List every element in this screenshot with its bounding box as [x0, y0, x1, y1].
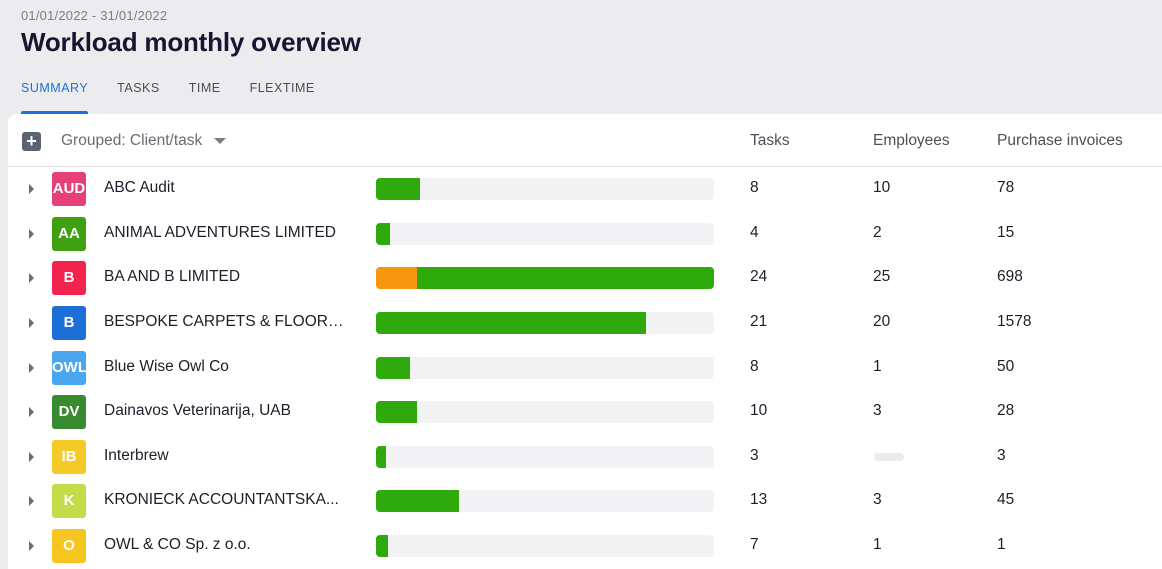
tab-bar: SUMMARY TASKS TIME FLEXTIME [21, 78, 344, 114]
employees-count: 2 [873, 223, 882, 241]
table-row[interactable]: K KRONIECK ACCOUNTANTSKA... 13 3 45 [8, 479, 1162, 524]
tab-summary[interactable]: SUMMARY [21, 78, 89, 114]
workload-progress-bar [376, 312, 714, 335]
purchase-invoices-count: 1 [997, 536, 1006, 554]
tasks-count: 10 [750, 402, 768, 420]
workload-progress-bar [376, 445, 714, 468]
grouping-dropdown[interactable]: Grouped: Client/task [61, 132, 227, 150]
tasks-count: 21 [750, 313, 768, 331]
tab-flextime[interactable]: FLEXTIME [249, 81, 315, 95]
client-avatar: B [52, 261, 86, 296]
client-avatar: OWL [52, 350, 86, 385]
employees-count: 10 [873, 179, 891, 197]
client-name[interactable]: BA AND B LIMITED [104, 268, 241, 286]
progress-segment [376, 535, 388, 558]
purchase-invoices-count: 45 [997, 491, 1015, 509]
tasks-count: 4 [750, 223, 759, 241]
client-name[interactable]: OWL & CO Sp. z o.o. [104, 536, 251, 554]
tasks-count: 13 [750, 491, 768, 509]
tasks-count: 3 [750, 446, 759, 464]
progress-segment [376, 312, 647, 335]
workload-progress-bar [376, 490, 714, 513]
purchase-invoices-count: 698 [997, 268, 1023, 286]
table-row[interactable]: IB Interbrew 3 3 [8, 435, 1162, 480]
workload-progress-bar [376, 535, 714, 558]
workload-progress-bar [376, 178, 714, 201]
progress-segment [416, 267, 714, 290]
purchase-invoices-count: 3 [997, 446, 1006, 464]
client-name[interactable]: KRONIECK ACCOUNTANTSKA... [104, 491, 339, 509]
table-row[interactable]: B BESPOKE CARPETS & FLOORI... 21 20 1578 [8, 301, 1162, 346]
workload-table: + Grouped: Client/task Tasks Employees P… [8, 114, 1162, 569]
employees-empty-placeholder [874, 452, 904, 461]
employees-count: 1 [873, 357, 882, 375]
tab-time[interactable]: TIME [188, 81, 221, 95]
progress-segment [376, 222, 390, 245]
table-row[interactable]: OWL Blue Wise Owl Co 8 1 50 [8, 345, 1162, 390]
client-avatar: O [52, 529, 86, 564]
plus-icon[interactable]: + [22, 132, 41, 151]
table-header: + Grouped: Client/task Tasks Employees P… [8, 114, 1162, 167]
progress-segment [376, 356, 410, 379]
expand-caret-icon[interactable] [29, 228, 34, 239]
column-header-tasks[interactable]: Tasks [750, 132, 790, 149]
tasks-count: 8 [750, 357, 759, 375]
workload-progress-bar [376, 356, 714, 379]
expand-caret-icon[interactable] [29, 496, 34, 507]
page-header: 01/01/2022 - 31/01/2022 Workload monthly… [0, 0, 1162, 114]
purchase-invoices-count: 78 [997, 179, 1015, 197]
employees-count: 3 [873, 402, 882, 420]
table-row[interactable]: B BA AND B LIMITED 24 25 698 [8, 256, 1162, 301]
expand-caret-icon[interactable] [29, 318, 34, 329]
purchase-invoices-count: 1578 [997, 313, 1032, 331]
purchase-invoices-count: 28 [997, 402, 1015, 420]
expand-caret-icon[interactable] [29, 273, 34, 284]
table-row[interactable]: O OWL & CO Sp. z o.o. 7 1 1 [8, 524, 1162, 569]
employees-count: 1 [873, 536, 882, 554]
tasks-count: 7 [750, 536, 759, 554]
expand-caret-icon[interactable] [29, 407, 34, 418]
client-name[interactable]: Dainavos Veterinarija, UAB [104, 402, 291, 420]
client-name[interactable]: Blue Wise Owl Co [104, 357, 229, 375]
expand-caret-icon[interactable] [29, 184, 34, 195]
progress-segment [376, 178, 420, 201]
chevron-down-icon [214, 138, 227, 144]
expand-caret-icon[interactable] [29, 362, 34, 373]
workload-progress-bar [376, 401, 714, 424]
client-avatar: B [52, 306, 86, 341]
table-row[interactable]: DV Dainavos Veterinarija, UAB 10 3 28 [8, 390, 1162, 435]
column-header-purchase-invoices[interactable]: Purchase invoices [997, 132, 1123, 149]
progress-segment [376, 445, 387, 468]
column-header-employees[interactable]: Employees [873, 132, 950, 149]
workload-progress-bar [376, 267, 714, 290]
employees-count: 3 [873, 491, 882, 509]
client-avatar: AUD [52, 172, 86, 207]
workload-progress-bar [376, 222, 714, 245]
expand-caret-icon[interactable] [29, 541, 34, 552]
progress-segment [376, 490, 459, 513]
client-name[interactable]: ANIMAL ADVENTURES LIMITED [104, 223, 336, 241]
client-name[interactable]: BESPOKE CARPETS & FLOORI... [104, 313, 344, 331]
expand-caret-icon[interactable] [29, 451, 34, 462]
tab-tasks[interactable]: TASKS [117, 81, 160, 95]
employees-count: 20 [873, 313, 891, 331]
client-name[interactable]: ABC Audit [104, 179, 175, 197]
progress-segment [376, 267, 417, 290]
progress-segment [376, 401, 417, 424]
page-title: Workload monthly overview [21, 27, 361, 57]
client-avatar: K [52, 484, 86, 519]
client-avatar: AA [52, 216, 86, 251]
purchase-invoices-count: 50 [997, 357, 1015, 375]
date-range: 01/01/2022 - 31/01/2022 [21, 8, 168, 23]
grouping-label: Grouped: Client/task [61, 132, 203, 149]
client-name[interactable]: Interbrew [104, 446, 169, 464]
purchase-invoices-count: 15 [997, 223, 1015, 241]
tasks-count: 24 [750, 268, 768, 286]
employees-count: 25 [873, 268, 891, 286]
table-row[interactable]: AA ANIMAL ADVENTURES LIMITED 4 2 15 [8, 212, 1162, 257]
table-row[interactable]: AUD ABC Audit 8 10 78 [8, 167, 1162, 212]
client-avatar: DV [52, 395, 86, 430]
client-avatar: IB [52, 439, 86, 474]
tasks-count: 8 [750, 179, 759, 197]
